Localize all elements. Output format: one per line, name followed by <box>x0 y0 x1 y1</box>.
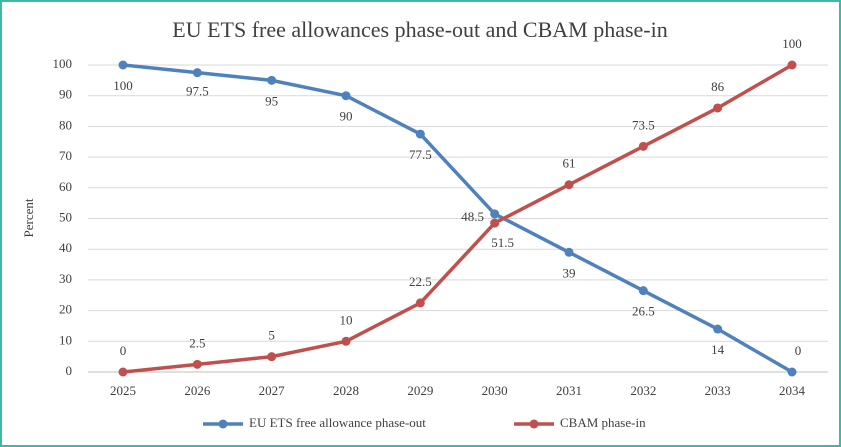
data-label: 61 <box>563 156 576 171</box>
data-label: 26.5 <box>632 304 655 319</box>
y-tick-label: 90 <box>59 87 72 102</box>
data-label: 10 <box>340 312 353 327</box>
data-label: 100 <box>782 36 802 51</box>
y-tick-label: 100 <box>53 56 73 71</box>
data-label: 48.5 <box>461 209 484 224</box>
x-tick-label: 2032 <box>630 383 656 398</box>
x-tick-label: 2027 <box>259 383 286 398</box>
data-label: 90 <box>340 109 353 124</box>
point <box>564 247 574 257</box>
y-axis-label: Percent <box>21 198 36 237</box>
y-tick-label: 80 <box>59 117 72 132</box>
y-tick-label: 10 <box>59 332 72 347</box>
legend-marker <box>218 419 228 429</box>
point <box>192 68 202 78</box>
point <box>564 180 574 190</box>
legend-label: CBAM phase-in <box>560 415 646 430</box>
point <box>192 359 202 369</box>
data-label: 95 <box>265 93 278 108</box>
data-label: 51.5 <box>491 235 514 250</box>
y-tick-label: 50 <box>59 209 72 224</box>
legend-label: EU ETS free allowance phase-out <box>249 415 426 430</box>
data-label: 5 <box>268 328 275 343</box>
point <box>341 91 351 101</box>
data-label: 2.5 <box>189 335 205 350</box>
point <box>638 286 648 296</box>
x-tick-label: 2033 <box>705 383 731 398</box>
x-tick-label: 2034 <box>779 383 806 398</box>
x-tick-label: 2028 <box>333 383 359 398</box>
point <box>638 141 648 151</box>
point <box>267 75 277 85</box>
y-tick-label: 70 <box>59 148 72 163</box>
data-label: 39 <box>563 265 576 280</box>
x-tick-label: 2025 <box>110 383 136 398</box>
data-label: 0 <box>120 343 127 358</box>
data-label: 100 <box>113 78 133 93</box>
y-tick-label: 20 <box>59 302 72 317</box>
x-tick-label: 2029 <box>407 383 433 398</box>
x-tick-label: 2026 <box>184 383 211 398</box>
data-label: 77.5 <box>409 147 432 162</box>
data-label: 0 <box>795 343 802 358</box>
point <box>118 367 128 377</box>
point <box>341 336 351 346</box>
y-tick-label: 30 <box>59 271 72 286</box>
point <box>490 209 500 219</box>
point <box>415 129 425 139</box>
x-tick-label: 2030 <box>482 383 508 398</box>
point <box>787 367 797 377</box>
y-tick-label: 40 <box>59 240 72 255</box>
point <box>118 60 128 70</box>
point <box>267 352 277 362</box>
chart-title: EU ETS free allowances phase-out and CBA… <box>172 17 667 42</box>
y-tick-label: 0 <box>66 363 73 378</box>
data-label: 22.5 <box>409 274 432 289</box>
x-tick-label: 2031 <box>556 383 582 398</box>
y-tick-label: 60 <box>59 179 72 194</box>
point <box>787 60 797 70</box>
point <box>713 324 723 334</box>
data-label: 86 <box>711 79 725 94</box>
point <box>713 103 723 113</box>
series-line <box>122 63 793 374</box>
data-label: 14 <box>711 342 725 357</box>
legend-marker <box>529 419 539 429</box>
data-label: 73.5 <box>632 117 655 132</box>
point <box>490 218 500 228</box>
point <box>415 298 425 308</box>
series-line <box>122 63 793 374</box>
data-label: 97.5 <box>186 84 209 99</box>
